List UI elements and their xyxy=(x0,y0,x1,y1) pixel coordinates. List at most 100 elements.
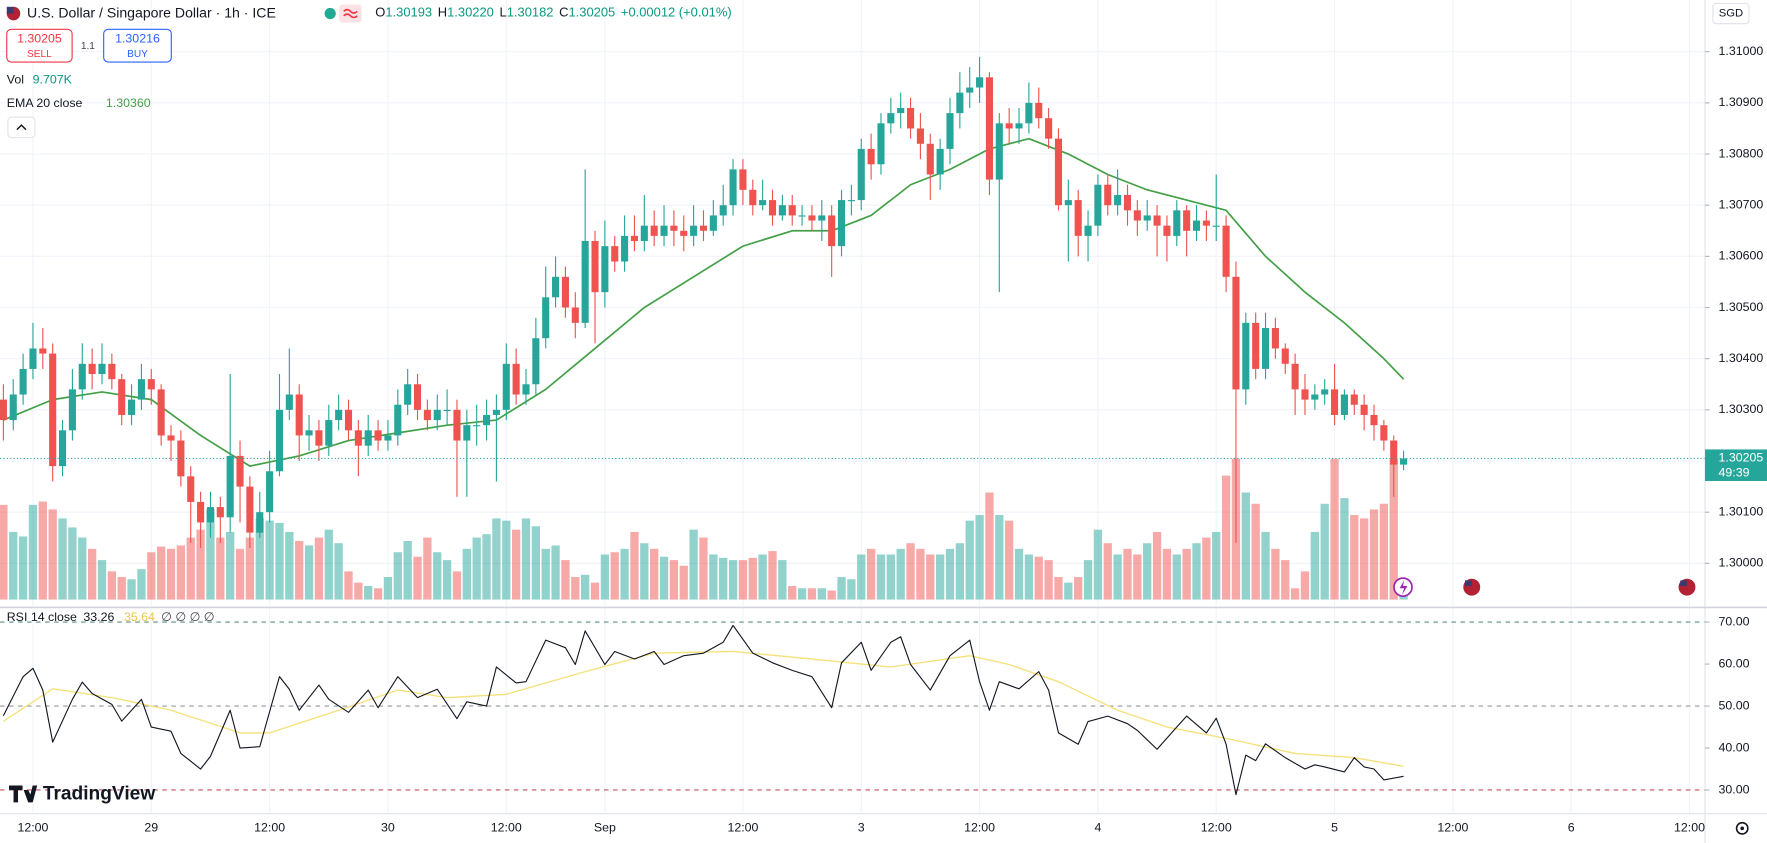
volume-bar xyxy=(1300,571,1310,600)
candle-body xyxy=(1252,322,1260,369)
candle-body xyxy=(1104,184,1112,206)
candle-body xyxy=(995,123,1003,180)
candle-body xyxy=(206,507,215,523)
candle-body xyxy=(108,363,116,380)
candle-body xyxy=(473,425,481,427)
candle-body xyxy=(1094,184,1102,226)
volume-bar xyxy=(295,540,304,600)
volume-bar xyxy=(1330,458,1339,600)
candle-body xyxy=(9,394,17,421)
volume-bar xyxy=(1310,531,1319,600)
volume-bar xyxy=(1202,537,1211,600)
data-badge[interactable] xyxy=(339,4,362,23)
volume-bar xyxy=(1024,554,1034,600)
volume-bar xyxy=(797,588,807,600)
volume-bar xyxy=(738,560,748,600)
candle-body xyxy=(88,363,96,375)
rsi-legend-name[interactable]: RSI 14 close xyxy=(7,610,77,624)
volume-bar xyxy=(186,537,195,600)
currency-button[interactable] xyxy=(1712,2,1750,25)
last-price-label: 1.30205 xyxy=(1719,451,1764,465)
rsi-y-tick-label: 70.00 xyxy=(1719,614,1750,628)
x-tick-label: 5 xyxy=(1331,821,1338,835)
volume-bar xyxy=(413,556,422,600)
candle-body xyxy=(1143,215,1151,221)
candle-body xyxy=(729,169,737,206)
candle-body xyxy=(759,200,767,206)
candle-body xyxy=(1261,327,1270,369)
buy-button[interactable] xyxy=(103,28,172,63)
volume-bar xyxy=(1369,509,1379,600)
candle-body xyxy=(1390,440,1398,465)
volume-bar xyxy=(0,504,8,600)
candle-body xyxy=(98,363,106,375)
volume-bar xyxy=(778,560,787,600)
sell-button[interactable] xyxy=(6,28,73,63)
volume-legend-name[interactable]: Vol xyxy=(7,72,24,86)
candle-body xyxy=(483,414,491,426)
candle-body xyxy=(1242,322,1250,390)
volume-bar xyxy=(127,579,136,600)
volume-bar xyxy=(728,560,738,600)
candle-body xyxy=(1222,225,1230,277)
volume-bar xyxy=(1074,577,1083,600)
candle-body xyxy=(1153,215,1161,226)
volume-bar xyxy=(1093,529,1103,600)
volume-bar xyxy=(995,515,1004,600)
candle-body xyxy=(522,384,530,395)
volume-bar xyxy=(87,548,97,600)
volume-bar xyxy=(492,518,501,600)
candle-body xyxy=(137,379,145,400)
candle-body xyxy=(650,225,658,236)
settings-button[interactable] xyxy=(1735,821,1749,835)
last-price-box xyxy=(1705,449,1767,481)
candle-body xyxy=(118,379,126,415)
volume-bar xyxy=(886,554,895,600)
candle-body xyxy=(216,507,224,518)
candle-body xyxy=(660,225,668,236)
candle-body xyxy=(236,455,244,487)
volume-bar xyxy=(58,518,67,600)
volume-bar xyxy=(1152,531,1162,600)
volume-bar xyxy=(1281,560,1290,600)
candle-body xyxy=(798,215,806,217)
volume-bar xyxy=(304,545,314,600)
volume-bar xyxy=(975,515,984,600)
volume-bar xyxy=(926,554,935,600)
volume-bar xyxy=(442,560,452,600)
candle-body xyxy=(226,455,234,518)
y-tick-label: 1.30800 xyxy=(1719,146,1764,160)
candle-body xyxy=(49,353,57,467)
ema-legend-name[interactable]: EMA 20 close xyxy=(7,96,83,110)
rsi-legend-value: 33.26 xyxy=(83,610,114,624)
candle-body xyxy=(601,246,609,293)
candle-body xyxy=(1380,425,1388,441)
candle-body xyxy=(611,246,619,262)
volume-bar xyxy=(965,520,974,600)
candle-body xyxy=(1183,210,1191,231)
x-tick-label: 12:00 xyxy=(254,821,285,835)
volume-bar xyxy=(275,522,284,600)
volume-bar xyxy=(847,579,856,600)
x-tick-label: 12:00 xyxy=(1201,821,1232,835)
symbol-title[interactable]: U.S. Dollar / Singapore Dollar · 1h · IC… xyxy=(27,4,276,20)
volume-bar xyxy=(620,548,629,600)
volume-bar xyxy=(1064,582,1073,600)
ohlc-value: 1.30193 xyxy=(385,5,432,20)
volume-bar xyxy=(610,552,619,600)
volume-bar xyxy=(600,554,610,600)
volume-bar xyxy=(1182,548,1191,600)
volume-bar xyxy=(157,546,166,600)
candle-body xyxy=(1173,210,1181,236)
candle-body xyxy=(68,389,76,431)
rsi-ma-legend-value: 35.64 xyxy=(124,610,155,624)
ema-line xyxy=(3,137,1405,467)
volume-bar xyxy=(659,556,669,600)
volume-bar xyxy=(748,557,757,600)
volume-bar xyxy=(28,504,38,600)
collapse-button[interactable] xyxy=(7,116,36,139)
volume-bar xyxy=(679,565,688,600)
logo-text[interactable]: TradingView xyxy=(43,784,156,805)
candle-body xyxy=(394,404,402,436)
rsi-legend-extra: ∅ ∅ ∅ ∅ xyxy=(161,610,214,624)
